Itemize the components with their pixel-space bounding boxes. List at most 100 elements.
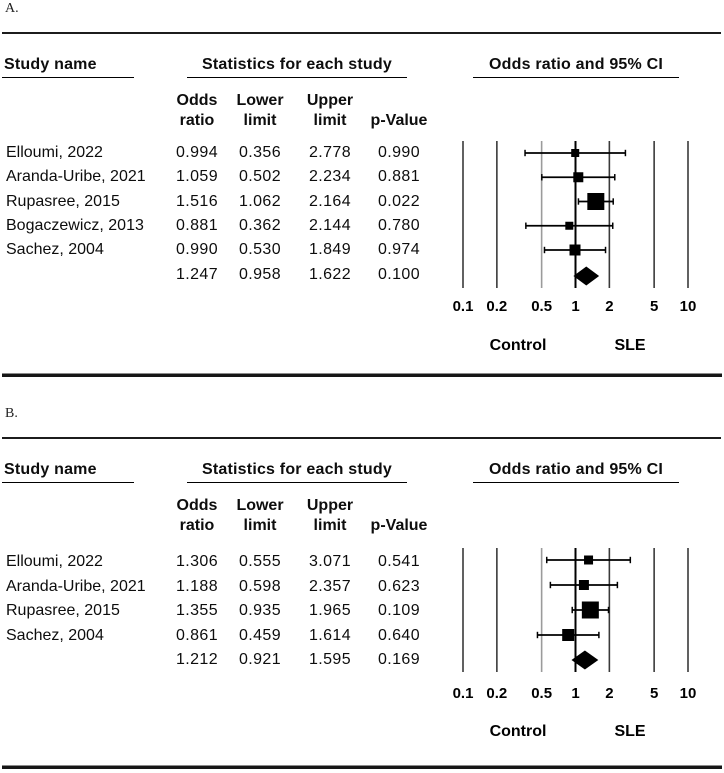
upper-limit-value: 2.357 [308, 577, 352, 595]
study-row: Aranda-Uribe, 2021 1.059 0.502 2.234 0.881 [0, 168, 448, 186]
study-name: Elloumi, 2022 [6, 553, 103, 570]
study-name: Aranda-Uribe, 2021 [6, 168, 146, 186]
lower-limit-value: 0.356 [238, 144, 282, 161]
lower-limit-value: 0.530 [238, 241, 282, 259]
lower-limit-value: 0.362 [238, 216, 282, 234]
study-row: Sachez, 2004 0.861 0.459 1.614 0.640 [0, 627, 448, 645]
odds-ratio-value: 0.881 [175, 216, 219, 234]
col-header-line [354, 496, 444, 516]
study-name: Sachez, 2004 [6, 626, 104, 644]
odds-ratio-value: 0.861 [175, 626, 219, 644]
col-header-upper-limit: Upper limit [285, 91, 375, 131]
col-header-line: limit [313, 517, 347, 534]
effect-square [578, 580, 589, 590]
group-label-control: Control [490, 337, 547, 354]
p-value: 0.780 [377, 216, 421, 234]
col-header-p-value: p-Value [354, 496, 444, 536]
upper-limit-value: 1.849 [308, 241, 352, 259]
summary-row: 1.212 0.921 1.595 0.169 [0, 651, 448, 669]
forest-plot: 0.1 0.2 0.5 1 2 5 10 Control SLE [453, 141, 697, 354]
odds-ratio-value: 1.355 [175, 602, 219, 620]
odds-ratio-value: 1.212 [175, 651, 219, 669]
lower-limit-value: 0.921 [238, 651, 282, 669]
axis-tick-label: 0.2 [486, 685, 507, 702]
col-header-lower-limit: Lower limit [215, 496, 305, 536]
p-value: 0.640 [377, 626, 421, 644]
odds-ratio-ci-heading: Odds ratio and 95% CI [473, 461, 679, 483]
figure-bottom-rule [2, 765, 722, 769]
effect-square [569, 244, 581, 256]
col-header-line: limit [243, 112, 277, 129]
p-value: 0.100 [377, 265, 421, 283]
col-header-line: Upper [306, 497, 354, 514]
axis-tick-label: 0.2 [486, 298, 507, 315]
col-header-line: limit [313, 112, 347, 129]
lower-limit-value: 0.935 [238, 602, 282, 620]
col-header-upper-limit: Upper limit [285, 496, 375, 536]
panel-letter: B. [5, 406, 18, 421]
study-name: Rupasree, 2015 [6, 192, 120, 210]
upper-limit-value: 3.071 [308, 553, 352, 570]
upper-limit-value: 2.778 [308, 144, 352, 161]
axis-tick-label: 2 [605, 298, 613, 315]
effect-square [584, 555, 594, 565]
study-row: Aranda-Uribe, 2021 1.188 0.598 2.357 0.623 [0, 578, 448, 596]
col-header-p-value: p-Value [354, 91, 444, 131]
col-header-line: p-Value [370, 112, 428, 129]
lower-limit-value: 1.062 [238, 192, 282, 210]
axis-tick-label: 5 [650, 298, 658, 315]
col-header-line: ratio [179, 517, 215, 534]
panel-b: B. Study name Statistics for each study … [0, 405, 724, 765]
odds-ratio-value: 0.990 [175, 241, 219, 259]
upper-limit-value: 1.622 [308, 265, 352, 283]
statistics-heading: Statistics for each study [187, 56, 407, 78]
upper-limit-value: 2.234 [308, 168, 352, 186]
study-name-heading: Study name [2, 56, 134, 78]
axis-tick-label: 10 [680, 298, 697, 315]
study-row: Rupasree, 2015 1.516 1.062 2.164 0.022 [0, 193, 448, 211]
odds-ratio-value: 1.247 [175, 265, 219, 283]
study-row: Rupasree, 2015 1.355 0.935 1.965 0.109 [0, 602, 448, 620]
axis-tick-label: 1 [571, 298, 579, 315]
forest-plot: 0.1 0.2 0.5 1 2 5 10 Control SLE [453, 548, 696, 740]
odds-ratio-ci-heading: Odds ratio and 95% CI [473, 56, 679, 78]
odds-ratio-value: 0.994 [175, 144, 219, 161]
p-value: 0.974 [377, 241, 421, 259]
col-header-odds-ratio: Odds ratio [152, 91, 242, 131]
study-row: Elloumi, 2022 1.306 0.555 3.071 0.541 [0, 553, 448, 571]
study-name: Sachez, 2004 [6, 241, 104, 259]
group-label-sle: SLE [614, 337, 645, 354]
panel-divider-rule [2, 373, 722, 377]
panel-top-rule [2, 437, 721, 439]
group-label-control: Control [490, 723, 547, 740]
axis-tick-label: 5 [650, 685, 658, 702]
effect-square [565, 221, 574, 230]
upper-limit-value: 2.164 [308, 192, 352, 210]
odds-ratio-value: 1.059 [175, 168, 219, 186]
col-header-line: Upper [306, 92, 354, 109]
p-value: 0.990 [377, 144, 421, 161]
panel-a: A. Study name Statistics for each study … [0, 0, 724, 375]
axis-tick-label: 0.5 [531, 298, 552, 315]
study-row: Bogaczewicz, 2013 0.881 0.362 2.144 0.780 [0, 217, 448, 235]
col-header-line [354, 91, 444, 111]
effect-square [587, 193, 605, 210]
axis-tick-label: 0.1 [453, 685, 474, 702]
column-headers: Odds ratio Lower limit Upper limit p-Val… [0, 91, 448, 131]
p-value: 0.881 [377, 168, 421, 186]
effect-square [571, 149, 580, 157]
axis-tick-label: 2 [605, 685, 613, 702]
study-name: Aranda-Uribe, 2021 [6, 577, 146, 595]
study-name-heading: Study name [2, 461, 134, 483]
lower-limit-value: 0.502 [238, 168, 282, 186]
odds-ratio-value: 1.306 [175, 553, 219, 570]
lower-limit-value: 0.459 [238, 626, 282, 644]
column-headers: Odds ratio Lower limit Upper limit p-Val… [0, 496, 448, 536]
statistics-heading: Statistics for each study [187, 461, 407, 483]
p-value: 0.541 [377, 553, 421, 570]
col-header-line: p-Value [370, 517, 428, 534]
col-header-line: Lower [236, 92, 284, 109]
panel-top-rule [2, 32, 721, 34]
odds-ratio-value: 1.188 [175, 577, 219, 595]
